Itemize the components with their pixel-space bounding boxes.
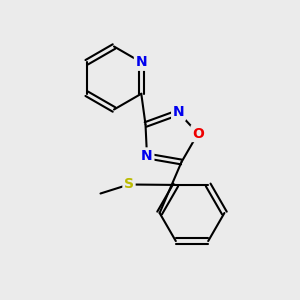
Text: N: N (136, 55, 147, 69)
Text: N: N (141, 149, 153, 163)
Text: N: N (173, 106, 184, 119)
Text: S: S (124, 178, 134, 191)
Text: O: O (192, 127, 204, 140)
